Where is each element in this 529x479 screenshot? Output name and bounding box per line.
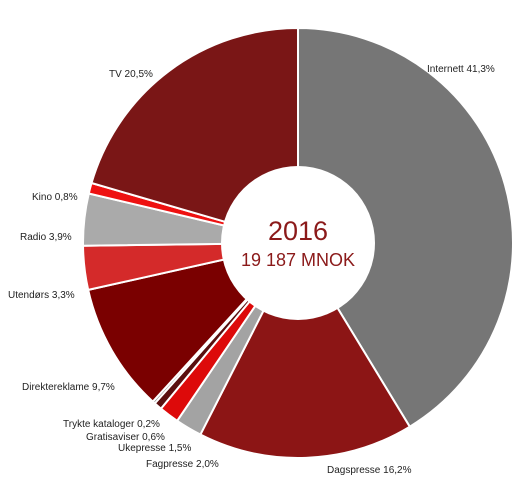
slice-label-fagpresse: Fagpresse 2,0% (146, 459, 219, 470)
center-year-label: 2016 (268, 216, 328, 246)
slice-label-gratisaviser: Gratisaviser 0,6% (86, 432, 165, 443)
slice-label-trykte-kataloger: Trykte kataloger 0,2% (63, 419, 160, 430)
donut-hole (221, 166, 375, 320)
slice-dagspresse (199, 240, 412, 459)
center-total-label: 19 187 MNOK (241, 250, 355, 270)
labels-layer: Internett 41,3% Dagspresse 16,2% Fagpresse… (8, 64, 495, 476)
slice-label-radio: Radio 3,9% (20, 232, 72, 243)
slice-label-kino: Kino 0,8% (32, 192, 78, 203)
slice-label-dagspresse: Dagspresse 16,2% (327, 465, 412, 476)
slice-label-direktereklame: Direktereklame 9,7% (22, 382, 115, 393)
slice-internett (297, 26, 514, 429)
slice-label-utendors: Utendørs 3,3% (8, 290, 75, 301)
slice-label-tv: TV 20,5% (109, 69, 153, 80)
slice-label-ukepresse: Ukepresse 1,5% (118, 443, 191, 454)
slice-label-internett: Internett 41,3% (427, 64, 495, 75)
